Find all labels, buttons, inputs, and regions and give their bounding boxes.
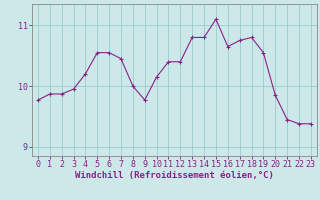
X-axis label: Windchill (Refroidissement éolien,°C): Windchill (Refroidissement éolien,°C) bbox=[75, 171, 274, 180]
